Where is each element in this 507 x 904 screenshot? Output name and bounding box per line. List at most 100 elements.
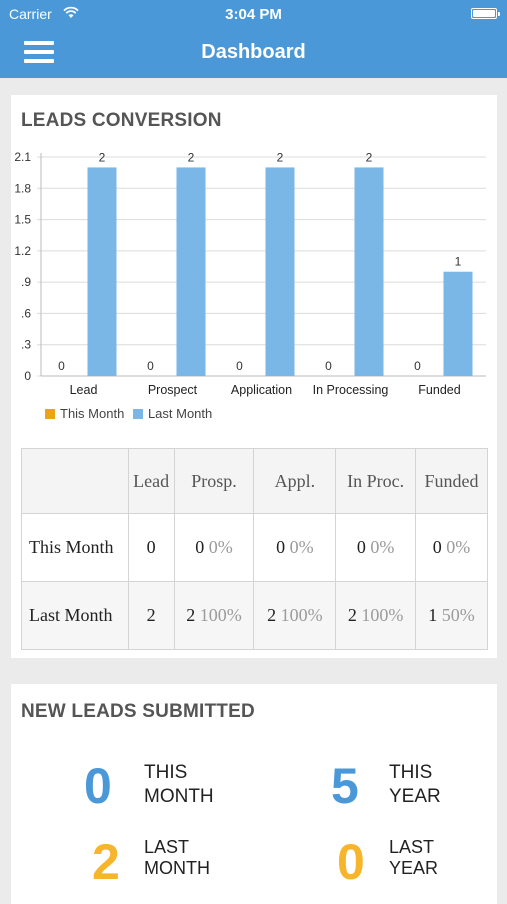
x-tick-label: Application: [231, 383, 292, 397]
table-header-row: Lead Prosp. Appl. In Proc. Funded: [21, 448, 488, 514]
data-label: 0: [236, 359, 243, 373]
cell-percent: 100%: [361, 605, 404, 625]
stat-label-line: THIS: [389, 762, 433, 783]
hamburger-menu-icon[interactable]: [24, 41, 56, 65]
stat-label-line: YEAR: [389, 858, 439, 878]
table-cell: 0 0%: [253, 513, 337, 582]
legend-swatch: [45, 409, 55, 419]
data-label: 2: [366, 150, 373, 164]
bar: [87, 167, 117, 376]
cell-value: 2: [347, 605, 357, 625]
table-header-cell: [21, 448, 129, 514]
page-title: Dashboard: [201, 41, 306, 63]
cell-value: 0: [276, 537, 286, 557]
cell-value: 2: [146, 605, 156, 625]
bar: [354, 167, 384, 376]
table-cell: 2: [127, 581, 175, 650]
table-cell: 0 0%: [173, 513, 255, 582]
y-tick-label: 1.2: [14, 244, 31, 258]
table-header-cell: Lead: [127, 448, 175, 514]
data-label: 2: [277, 150, 284, 164]
data-label: 1: [455, 255, 462, 269]
stat-last-year-value: 0: [337, 834, 365, 890]
table-cell: 0: [127, 513, 175, 582]
legend-label: Last Month: [147, 406, 213, 421]
stat-this-year-label: THIS YEAR: [389, 761, 441, 809]
clock: 3:04 PM: [225, 6, 282, 23]
data-label: 0: [414, 359, 421, 373]
legend-label: This Month: [60, 406, 125, 421]
data-label: 0: [58, 359, 65, 373]
cell-percent: 0%: [446, 537, 471, 557]
chart-legend: This Month Last Month: [45, 406, 217, 421]
cell-value: 0: [195, 537, 205, 557]
stat-label-line: MONTH: [144, 858, 210, 878]
cell-percent: 0%: [370, 537, 395, 557]
status-bar: Carrier 3:04 PM: [0, 0, 507, 28]
carrier-label: Carrier: [9, 6, 52, 22]
y-tick-label: .3: [21, 338, 31, 352]
table-cell: 2 100%: [173, 581, 255, 650]
bar: [176, 167, 206, 376]
data-label: 0: [147, 359, 154, 373]
table-cell: 2 100%: [253, 581, 337, 650]
battery-icon: [471, 8, 500, 19]
table-cell: 2 100%: [335, 581, 417, 650]
stat-label-line: MONTH: [144, 786, 214, 807]
cell-value: 1: [428, 605, 438, 625]
cell-value: 2: [267, 605, 277, 625]
cell-percent: 0%: [208, 537, 233, 557]
stat-last-month-value: 2: [92, 834, 120, 890]
stat-label-line: THIS: [144, 762, 188, 783]
leads-conversion-card: LEADS CONVERSION 0 .3 .6 .9 1.2 1.5 1.8 2.1 Lead…: [11, 95, 497, 658]
data-label: 0: [325, 359, 332, 373]
stat-label-line: LAST: [144, 837, 190, 857]
bar: [443, 271, 473, 376]
leads-conversion-chart: 0 .3 .6 .9 1.2 1.5 1.8 2.1 Lead 0 2 Prospect 0 2 Appli…: [14, 150, 486, 397]
cell-percent: 100%: [199, 605, 242, 625]
y-tick-label: 2.1: [14, 150, 31, 164]
legend-swatch: [132, 409, 143, 419]
stat-this-month-label: THIS MONTH: [144, 761, 214, 809]
leads-conversion-title: LEADS CONVERSION: [21, 110, 222, 131]
cell-value: 0: [356, 537, 366, 557]
table-cell: 0 0%: [415, 513, 488, 582]
legend-item-last-month: Last Month: [132, 406, 213, 421]
cell-percent: 100%: [280, 605, 323, 625]
cell-value: 0: [432, 537, 442, 557]
table-cell: 0 0%: [335, 513, 417, 582]
table-row: Last Month 2 2 100% 2 100% 2 100% 1 50%: [21, 581, 488, 650]
table-header-cell: In Proc.: [335, 448, 417, 514]
new-leads-card: NEW LEADS SUBMITTED 0 THIS MONTH 5 THIS …: [11, 684, 497, 904]
stat-this-year-value: 5: [331, 758, 359, 814]
stat-this-month-value: 0: [84, 758, 112, 814]
nav-bar: Dashboard: [0, 28, 507, 78]
stat-last-month-label: LAST MONTH: [144, 837, 210, 879]
x-tick-label: In Processing: [313, 383, 389, 397]
stat-label-line: LAST: [389, 837, 435, 857]
table-header-cell: Funded: [415, 448, 488, 514]
table-header-cell: Appl.: [253, 448, 337, 514]
x-tick-label: Funded: [418, 383, 460, 397]
row-label: Last Month: [21, 581, 129, 650]
stat-last-year-label: LAST YEAR: [389, 837, 438, 879]
cell-percent: 50%: [441, 605, 475, 625]
y-tick-label: 1.5: [14, 213, 31, 227]
y-tick-label: .6: [21, 306, 31, 320]
conversion-table: Lead Prosp. Appl. In Proc. Funded This M…: [21, 448, 488, 650]
cell-value: 0: [146, 537, 156, 557]
table-row: This Month 0 0 0% 0 0% 0 0% 0 0%: [21, 513, 488, 582]
x-tick-label: Prospect: [148, 383, 198, 397]
stat-label-line: YEAR: [389, 786, 441, 807]
x-tick-label: Lead: [70, 383, 98, 397]
cell-value: 2: [186, 605, 196, 625]
wifi-icon: [63, 6, 79, 18]
table-header-cell: Prosp.: [173, 448, 255, 514]
y-tick-label: 0: [24, 369, 31, 383]
data-label: 2: [99, 150, 106, 164]
cell-percent: 0%: [289, 537, 314, 557]
bar: [265, 167, 295, 376]
row-label: This Month: [21, 513, 129, 582]
new-leads-title: NEW LEADS SUBMITTED: [21, 701, 255, 722]
y-tick-label: .9: [21, 275, 31, 289]
